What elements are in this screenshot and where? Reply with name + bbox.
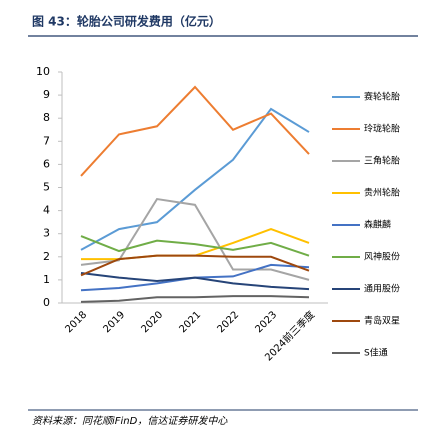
legend-label: 赛轮轮胎 — [364, 91, 400, 103]
series-line — [80, 254, 310, 277]
y-tick-label: 10 — [36, 65, 50, 78]
series-line — [80, 197, 310, 281]
x-tick-label: 2021 — [177, 309, 203, 335]
y-tick-label: 2 — [43, 250, 50, 263]
x-tick-label: 2018 — [63, 309, 89, 335]
y-tick-label: 1 — [43, 273, 50, 286]
series-line — [80, 85, 310, 177]
legend-label: 玲珑轮胎 — [364, 123, 400, 135]
series-line — [80, 107, 310, 251]
series-line — [80, 295, 310, 303]
x-tick-label: 2023 — [253, 309, 279, 335]
y-tick-label: 0 — [43, 296, 50, 309]
series-line — [80, 235, 310, 257]
source: 资料来源：同花顺iFinD，信达证券研发中心 — [32, 415, 228, 427]
legend-label: S佳通 — [364, 347, 388, 359]
y-tick-label: 9 — [43, 88, 50, 101]
y-tick-label: 7 — [43, 134, 50, 147]
y-tick-label: 6 — [43, 157, 50, 170]
series-line — [80, 271, 310, 291]
x-tick-label: 2020 — [139, 309, 165, 335]
legend-label: 风神股份 — [364, 251, 400, 263]
legend-label: 青岛双星 — [364, 315, 400, 327]
legend-label: 三角轮胎 — [364, 155, 400, 167]
x-tick-label: 2022 — [215, 309, 241, 335]
y-tick-label: 8 — [43, 111, 50, 124]
y-tick-label: 4 — [43, 204, 50, 217]
chart-title: 图 43：轮胎公司研发费用（亿元） — [32, 14, 221, 29]
y-tick-label: 5 — [43, 181, 50, 194]
x-tick-label: 2019 — [101, 309, 127, 335]
legend-label: 贵州轮胎 — [364, 187, 400, 199]
legend-label: 森麒麟 — [364, 219, 391, 231]
legend-label: 通用股份 — [364, 283, 400, 295]
y-tick-label: 3 — [43, 227, 50, 240]
